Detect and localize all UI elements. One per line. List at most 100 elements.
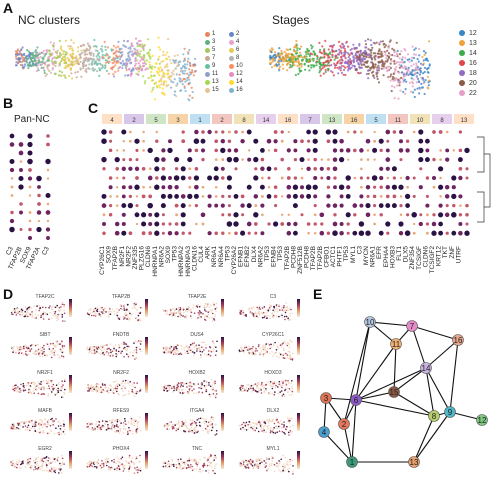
panel-label-c: C <box>88 100 99 116</box>
legend-label: 12 <box>469 29 477 37</box>
feature-name: EGR2 <box>38 446 52 452</box>
group-label: 7 <box>308 118 312 124</box>
feature-plot: HOXB2 <box>160 370 234 407</box>
gene-label: CLDN6 <box>422 246 429 268</box>
network-node <box>428 410 440 422</box>
legend-label: 1 <box>212 31 216 37</box>
gene-label: CLDN6 <box>145 246 152 268</box>
legend-swatch <box>205 71 210 77</box>
legend-label: 20 <box>469 79 477 87</box>
group-label: 1 <box>198 118 202 124</box>
legend-swatch <box>229 55 234 61</box>
colorbar <box>221 299 224 317</box>
stage-legend-item: 18 <box>459 68 477 78</box>
feature-plot: DUS4 <box>160 332 234 369</box>
cluster-legend-item: 8 <box>229 54 253 62</box>
gene-label: TFAP2B <box>284 246 291 270</box>
network-edge <box>369 321 413 327</box>
legend-label: 9 <box>212 63 216 69</box>
gene-label: ACTC1 <box>330 246 337 268</box>
colorbar <box>221 413 224 431</box>
cluster-legend-item: 16 <box>229 86 253 94</box>
feature-plot: SIBT <box>8 332 82 369</box>
stage-legend-item: 22 <box>459 88 477 98</box>
legend-swatch <box>229 63 234 69</box>
network-node <box>320 392 332 404</box>
gene-label: HNRNPA2 <box>178 246 185 277</box>
colorbar <box>297 451 300 469</box>
feature-name: C3 <box>269 294 277 300</box>
group-label: 3 <box>176 118 180 124</box>
legend-swatch <box>229 39 234 45</box>
legend-label: 15 <box>212 87 219 93</box>
network-edge <box>425 339 459 369</box>
network-node-label: 12 <box>478 416 487 425</box>
gene-label: TP53 <box>277 246 284 262</box>
network-node <box>406 320 418 332</box>
cluster-legend-item: 1 <box>205 30 229 38</box>
network-node-label: 11 <box>392 340 401 349</box>
gene-label: FLT1 <box>396 246 403 261</box>
gene-label: NR2F2 <box>125 246 132 267</box>
feature-name: NR2F1 <box>37 370 53 376</box>
gene-label: ZNF <box>449 246 456 259</box>
group-label: 8 <box>440 118 444 124</box>
feature-plot: FNDTB <box>84 332 158 369</box>
umap-clusters <box>14 36 197 102</box>
network-node-label: 16 <box>454 336 463 345</box>
cluster-legend-item: 5 <box>205 46 229 54</box>
gene-label: TP53 <box>172 246 179 262</box>
gene-label: SOX9 <box>165 246 172 264</box>
colorbar <box>145 413 148 431</box>
umap-points <box>268 38 431 100</box>
feature-plot: RFES9 <box>84 408 158 445</box>
gene-label: ZNF512B <box>297 246 304 274</box>
cluster-legend-item: 13 <box>205 78 229 86</box>
panel-label-d: D <box>3 286 14 302</box>
legend-swatch <box>205 39 210 45</box>
feature-name: RFES9 <box>112 408 130 414</box>
panel-a-title-stages: Stages <box>272 13 310 27</box>
group-label: 16 <box>351 118 358 124</box>
network-node-label: 8 <box>432 412 437 421</box>
network-node <box>444 406 456 418</box>
gene-label: CLDN16 <box>191 246 198 271</box>
colorbar <box>145 337 148 355</box>
network-edge <box>355 391 395 401</box>
group-label: 14 <box>263 118 270 124</box>
network-node <box>350 394 362 406</box>
network-node <box>388 386 400 398</box>
stage-legend-item: 13 <box>459 38 477 48</box>
network-edge <box>355 399 435 417</box>
feature-name: NR2F2 <box>113 370 129 376</box>
gene-label: SOX9 <box>106 246 113 264</box>
cluster-legend-item: 15 <box>205 86 229 94</box>
group-label: 11 <box>395 118 402 124</box>
dendrogram <box>477 136 491 223</box>
feature-name: SIBT <box>39 332 51 338</box>
cluster-legend-item: 6 <box>229 46 253 54</box>
cluster-network: 10 7 16 11 14 2 6 15 3 4 9 12 8 1 13 <box>318 316 488 468</box>
legend-swatch <box>459 40 465 46</box>
legend-swatch <box>459 80 465 86</box>
cluster-legend-item: 10 <box>229 62 253 70</box>
umap-points <box>14 36 197 102</box>
legend-swatch <box>459 90 465 96</box>
network-node <box>420 362 432 374</box>
network-edge <box>449 339 459 413</box>
network-node <box>346 456 358 468</box>
network-edge <box>393 367 427 393</box>
feature-plot: TFAP2B <box>84 294 158 331</box>
gene-label: TCSIGF <box>416 246 423 270</box>
network-node-label: 2 <box>342 420 347 429</box>
feature-name: PHOX4 <box>112 446 130 452</box>
network-node <box>364 316 376 328</box>
feature-plot: MAFB <box>8 408 82 445</box>
network-node-label: 6 <box>354 396 359 405</box>
colorbar <box>145 451 148 469</box>
gene-label: TFAP2B <box>317 246 324 270</box>
legend-label: 14 <box>236 79 243 85</box>
network-edge <box>425 367 435 417</box>
network-edge <box>393 343 397 393</box>
